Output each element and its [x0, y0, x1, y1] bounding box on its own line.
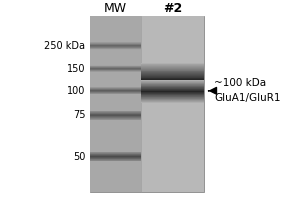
- Bar: [90, 119, 141, 120]
- Bar: [90, 90, 141, 91]
- Text: 50: 50: [73, 152, 86, 162]
- Bar: [141, 83, 204, 84]
- Bar: [90, 113, 141, 114]
- Bar: [141, 63, 204, 64]
- Bar: [141, 100, 204, 101]
- Text: 75: 75: [73, 110, 85, 120]
- Bar: [141, 99, 204, 100]
- Bar: [90, 70, 141, 71]
- Bar: [90, 68, 141, 69]
- Bar: [141, 78, 204, 79]
- Bar: [90, 117, 141, 118]
- Bar: [90, 118, 141, 119]
- Bar: [90, 158, 141, 159]
- Bar: [90, 156, 141, 157]
- Bar: [141, 73, 204, 74]
- Bar: [141, 72, 204, 73]
- Bar: [141, 70, 204, 71]
- Bar: [90, 160, 141, 161]
- Text: #2: #2: [163, 2, 182, 16]
- Bar: [141, 101, 204, 102]
- Bar: [90, 45, 141, 46]
- Text: ~100 kDa: ~100 kDa: [214, 78, 267, 88]
- Bar: [141, 77, 204, 78]
- Bar: [90, 93, 141, 94]
- Bar: [90, 16, 204, 192]
- Bar: [141, 65, 204, 66]
- Text: 150: 150: [67, 64, 86, 74]
- Bar: [90, 69, 141, 70]
- Bar: [141, 16, 204, 192]
- Bar: [90, 88, 141, 89]
- Bar: [141, 94, 204, 95]
- Bar: [90, 46, 141, 47]
- Bar: [141, 98, 204, 99]
- Bar: [90, 48, 141, 49]
- Bar: [90, 153, 141, 154]
- Bar: [141, 89, 204, 90]
- Bar: [90, 92, 141, 93]
- Bar: [141, 79, 204, 80]
- Bar: [141, 88, 204, 89]
- Bar: [141, 97, 204, 98]
- Bar: [141, 75, 204, 76]
- Bar: [90, 155, 141, 156]
- Bar: [90, 71, 141, 72]
- Bar: [90, 44, 141, 45]
- Bar: [141, 80, 204, 81]
- Bar: [90, 115, 141, 116]
- Text: 100: 100: [67, 86, 86, 96]
- Bar: [141, 84, 204, 85]
- Bar: [90, 114, 141, 115]
- Bar: [141, 66, 204, 67]
- Bar: [90, 47, 141, 48]
- Bar: [141, 85, 204, 86]
- Bar: [90, 87, 141, 88]
- Bar: [90, 89, 141, 90]
- Bar: [90, 112, 141, 113]
- Bar: [141, 74, 204, 75]
- Text: GluA1/GluR1: GluA1/GluR1: [214, 93, 281, 103]
- Bar: [90, 42, 141, 43]
- Bar: [90, 116, 141, 117]
- Bar: [90, 67, 141, 68]
- Bar: [90, 157, 141, 158]
- Bar: [90, 91, 141, 92]
- Bar: [90, 49, 141, 50]
- Bar: [90, 159, 141, 160]
- Bar: [141, 64, 204, 65]
- Bar: [90, 66, 141, 67]
- Bar: [141, 102, 204, 103]
- Bar: [141, 96, 204, 97]
- Bar: [141, 76, 204, 77]
- Bar: [141, 81, 204, 82]
- Bar: [141, 67, 204, 68]
- Bar: [141, 82, 204, 83]
- Bar: [141, 68, 204, 69]
- Bar: [90, 43, 141, 44]
- Text: MW: MW: [104, 2, 127, 16]
- Bar: [141, 71, 204, 72]
- Bar: [141, 86, 204, 87]
- Bar: [141, 69, 204, 70]
- Bar: [90, 152, 141, 153]
- Bar: [141, 87, 204, 88]
- Text: 250 kDa: 250 kDa: [44, 41, 86, 51]
- Bar: [90, 111, 141, 112]
- Bar: [90, 154, 141, 155]
- Bar: [90, 65, 141, 66]
- Bar: [141, 92, 204, 93]
- Bar: [90, 16, 141, 192]
- Bar: [141, 90, 204, 91]
- Bar: [141, 91, 204, 92]
- Bar: [141, 93, 204, 94]
- Bar: [141, 95, 204, 96]
